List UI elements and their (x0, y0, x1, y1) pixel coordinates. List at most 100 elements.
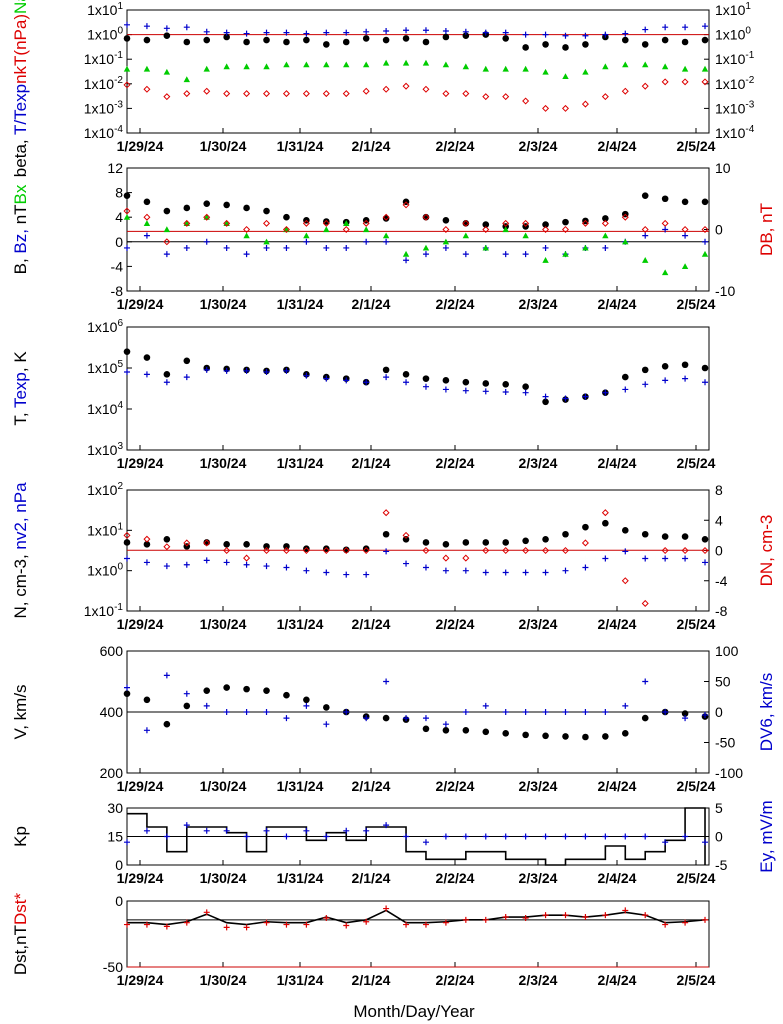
right-y-tick-label: -50 (715, 735, 735, 751)
x-tick-label: 1/31/24 (277, 296, 324, 312)
y-tick-label: 8 (115, 185, 123, 201)
data-point (561, 104, 570, 112)
y-axis-label: beta, T/TexpnkT(nPa)Na/Np (11, 0, 30, 177)
right-y-tick-label: -100 (715, 765, 743, 781)
data-point (681, 38, 689, 46)
data-point (621, 87, 629, 95)
data-point (183, 690, 190, 697)
data-point (621, 36, 629, 44)
data-point (542, 833, 549, 840)
data-point (323, 226, 330, 233)
data-point (681, 263, 689, 269)
data-point (662, 24, 669, 31)
data-point (582, 914, 589, 921)
series-dv6 (124, 672, 709, 734)
data-point (382, 232, 390, 239)
x-tick-label: 1/30/24 (200, 972, 247, 988)
data-point (522, 537, 529, 545)
data-point (303, 827, 310, 834)
x-tick-label: 2/3/24 (519, 138, 558, 154)
y-axis-label: T, Texp, K (11, 351, 30, 426)
data-point (203, 702, 210, 709)
data-point (682, 24, 689, 31)
data-point (323, 41, 330, 48)
data-point (183, 38, 191, 46)
data-point (223, 33, 230, 41)
data-point (243, 924, 250, 931)
x-tick-label: 2/3/24 (519, 616, 558, 632)
x-tick-label: 2/1/24 (352, 296, 391, 312)
data-point (303, 61, 310, 68)
data-point (143, 696, 151, 704)
data-point (203, 238, 210, 245)
data-point (542, 398, 549, 406)
x-tick-label: 2/3/24 (519, 778, 558, 794)
data-point (561, 546, 570, 555)
data-point (382, 215, 390, 222)
data-point (382, 509, 390, 517)
data-point (701, 364, 709, 372)
data-point (562, 44, 569, 51)
data-point (562, 912, 569, 919)
data-point (403, 715, 410, 722)
data-point (422, 564, 429, 571)
data-point (582, 564, 589, 571)
data-point (383, 374, 390, 381)
data-point (263, 29, 270, 36)
data-point (403, 833, 410, 840)
y-tick-label: 1x101 (87, 521, 123, 538)
data-point (143, 921, 150, 928)
data-point (442, 28, 449, 35)
data-point (462, 387, 469, 394)
y-axis-label-part: V, km/s (11, 684, 30, 739)
data-point (602, 31, 609, 38)
x-tick-label: 2/3/24 (519, 972, 558, 988)
data-point (383, 28, 390, 35)
series-nv2 (124, 548, 709, 578)
data-point (682, 375, 689, 382)
right-y-axis-label: DN, cm-3 (757, 515, 776, 587)
x-tick-label: 1/31/24 (277, 616, 324, 632)
data-point (482, 728, 490, 736)
series-n (123, 519, 709, 554)
data-point (223, 924, 230, 931)
data-point (482, 388, 489, 395)
right-y-axis-label: Ey, mV/m (757, 800, 776, 872)
data-point (343, 220, 350, 226)
data-point (143, 220, 151, 226)
data-point (642, 26, 649, 33)
data-point (542, 225, 550, 234)
data-point (163, 25, 170, 32)
data-point (442, 727, 450, 734)
series-line (127, 909, 706, 926)
x-tick-label: 2/4/24 (598, 616, 637, 632)
data-point (143, 213, 151, 221)
data-point (542, 41, 549, 48)
data-point (143, 85, 151, 93)
data-point (682, 232, 689, 239)
data-point (383, 822, 390, 829)
y-tick-label: 1x102 (87, 481, 123, 498)
series-ey (124, 822, 709, 846)
data-point (223, 367, 230, 374)
data-point (581, 100, 589, 108)
y-tick-label: 1x106 (87, 318, 123, 335)
x-tick-label: 1/30/24 (200, 296, 247, 312)
data-point (682, 919, 689, 926)
data-point (682, 715, 689, 722)
data-point (502, 251, 509, 258)
right-y-tick-label: 0 (715, 543, 723, 559)
data-point (442, 919, 449, 926)
data-point (442, 216, 450, 224)
data-point (362, 61, 370, 68)
data-point (622, 548, 629, 555)
data-point (363, 238, 370, 245)
data-point (263, 219, 271, 227)
data-point (143, 535, 151, 543)
data-point (642, 257, 649, 263)
data-point (522, 65, 529, 72)
data-point (502, 65, 509, 72)
data-point (522, 232, 529, 239)
y-tick-label: 1x103 (87, 441, 123, 458)
data-point (362, 87, 370, 95)
